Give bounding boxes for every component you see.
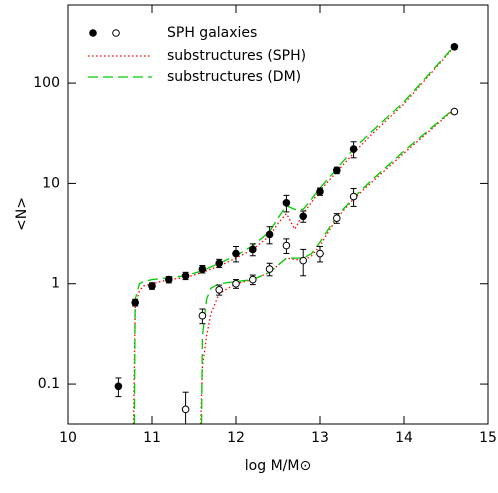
plot-area	[114, 42, 459, 424]
legend-label: SPH galaxies	[167, 25, 257, 41]
substructure-curve	[200, 107, 455, 424]
y-tick-label: 100	[33, 75, 60, 91]
y-axis-label: <N>	[14, 197, 30, 231]
legend-marker	[112, 29, 120, 37]
open-point	[282, 241, 291, 250]
open-point	[299, 256, 308, 265]
filled-point	[316, 187, 324, 196]
filled-point	[165, 275, 173, 284]
x-tick-label: 13	[311, 430, 329, 446]
open-point	[198, 311, 207, 320]
filled-point	[299, 212, 308, 221]
substructure-curve	[133, 45, 455, 424]
filled-point	[198, 265, 207, 273]
legend-label: substructures (DM)	[167, 69, 301, 85]
substructure-curve	[200, 108, 455, 424]
y-tick-label: 0.1	[38, 376, 60, 392]
x-tick-label: 10	[59, 430, 77, 446]
filled-point	[148, 282, 156, 290]
filled-point	[131, 298, 139, 307]
x-tick-label: 15	[479, 430, 497, 446]
filled-point	[249, 245, 257, 254]
x-axis-label: log M/M⊙	[245, 458, 311, 474]
filled-point	[232, 249, 240, 258]
legend-label: substructures (SPH)	[167, 48, 306, 64]
open-point	[232, 279, 240, 288]
filled-point	[114, 382, 123, 391]
x-tick-label: 11	[143, 430, 161, 446]
x-tick-label: 14	[395, 430, 413, 446]
filled-point	[282, 199, 291, 207]
filled-point	[215, 259, 223, 268]
open-point	[349, 192, 358, 201]
filled-point	[349, 145, 358, 153]
x-tick-label: 12	[227, 430, 245, 446]
open-point	[265, 265, 274, 273]
plot-frame	[67, 4, 489, 425]
open-point	[181, 405, 190, 414]
open-point	[215, 286, 223, 294]
filled-point	[450, 42, 459, 51]
open-point	[316, 249, 324, 258]
y-tick-label: 1	[51, 276, 60, 292]
open-point	[450, 107, 459, 116]
substructure-curve	[132, 46, 455, 424]
filled-point	[265, 230, 274, 239]
y-tick-label: 10	[42, 175, 60, 191]
legend-marker	[89, 29, 97, 37]
open-point	[249, 275, 257, 284]
filled-point	[333, 166, 341, 175]
filled-point	[181, 271, 190, 280]
open-point	[333, 214, 341, 223]
